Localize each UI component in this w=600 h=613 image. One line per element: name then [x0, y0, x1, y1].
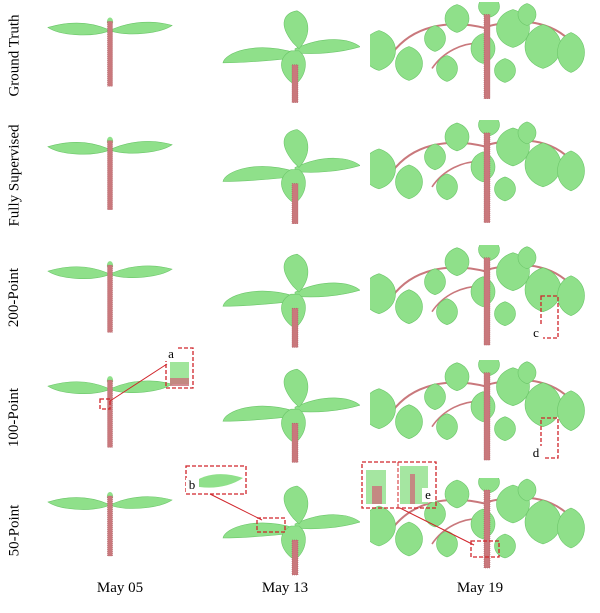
- panel-ground-truth-may-13: [210, 2, 360, 110]
- panel-200-point-may-13: [210, 245, 360, 357]
- plant-point-cloud: [47, 492, 173, 557]
- plant-point-cloud: [47, 136, 173, 210]
- row-label-50-point: 50-Point: [6, 504, 23, 556]
- panel-100-point-may-19: [370, 360, 595, 472]
- panel-50-point-may-13: [210, 478, 360, 578]
- panel-fully-supervised-may-05: [38, 120, 178, 235]
- plant-point-cloud: [47, 17, 173, 87]
- plant-point-cloud: [222, 485, 360, 576]
- plant-point-cloud: [370, 360, 585, 461]
- plant-point-cloud: [222, 129, 360, 224]
- panel-100-point-may-05: [38, 360, 178, 472]
- column-label-may-05: May 05: [96, 580, 144, 596]
- plant-point-cloud: [47, 376, 173, 448]
- row-label-ground-truth: Ground Truth: [6, 13, 23, 97]
- plant-point-cloud: [47, 261, 173, 333]
- panel-200-point-may-19: [370, 245, 595, 357]
- plant-point-cloud: [370, 245, 585, 346]
- column-label-may-13: May 13: [261, 580, 309, 596]
- plant-point-cloud: [222, 10, 360, 103]
- panel-ground-truth-may-19: [370, 2, 595, 110]
- row-label-fully-supervised: Fully Supervised: [6, 123, 23, 227]
- plant-point-cloud: [222, 368, 360, 463]
- panel-ground-truth-may-05: [38, 2, 178, 110]
- row-label-200-point: 200-Point: [6, 267, 23, 328]
- panel-50-point-may-19: [370, 478, 595, 578]
- callout-letter-b-bg: [186, 478, 199, 492]
- panel-200-point-may-05: [38, 245, 178, 357]
- column-label-may-19: May 19: [456, 580, 504, 596]
- panel-50-point-may-05: [38, 478, 178, 578]
- plant-point-cloud: [370, 2, 585, 99]
- row-label-100-point: 100-Point: [6, 387, 23, 448]
- plant-point-cloud: [222, 253, 360, 348]
- panel-fully-supervised-may-13: [210, 120, 360, 235]
- plant-point-cloud: [370, 478, 585, 569]
- plant-point-cloud: [370, 120, 585, 223]
- panel-fully-supervised-may-19: [370, 120, 595, 235]
- panel-100-point-may-13: [210, 360, 360, 472]
- callout-letter-b: b: [189, 477, 196, 492]
